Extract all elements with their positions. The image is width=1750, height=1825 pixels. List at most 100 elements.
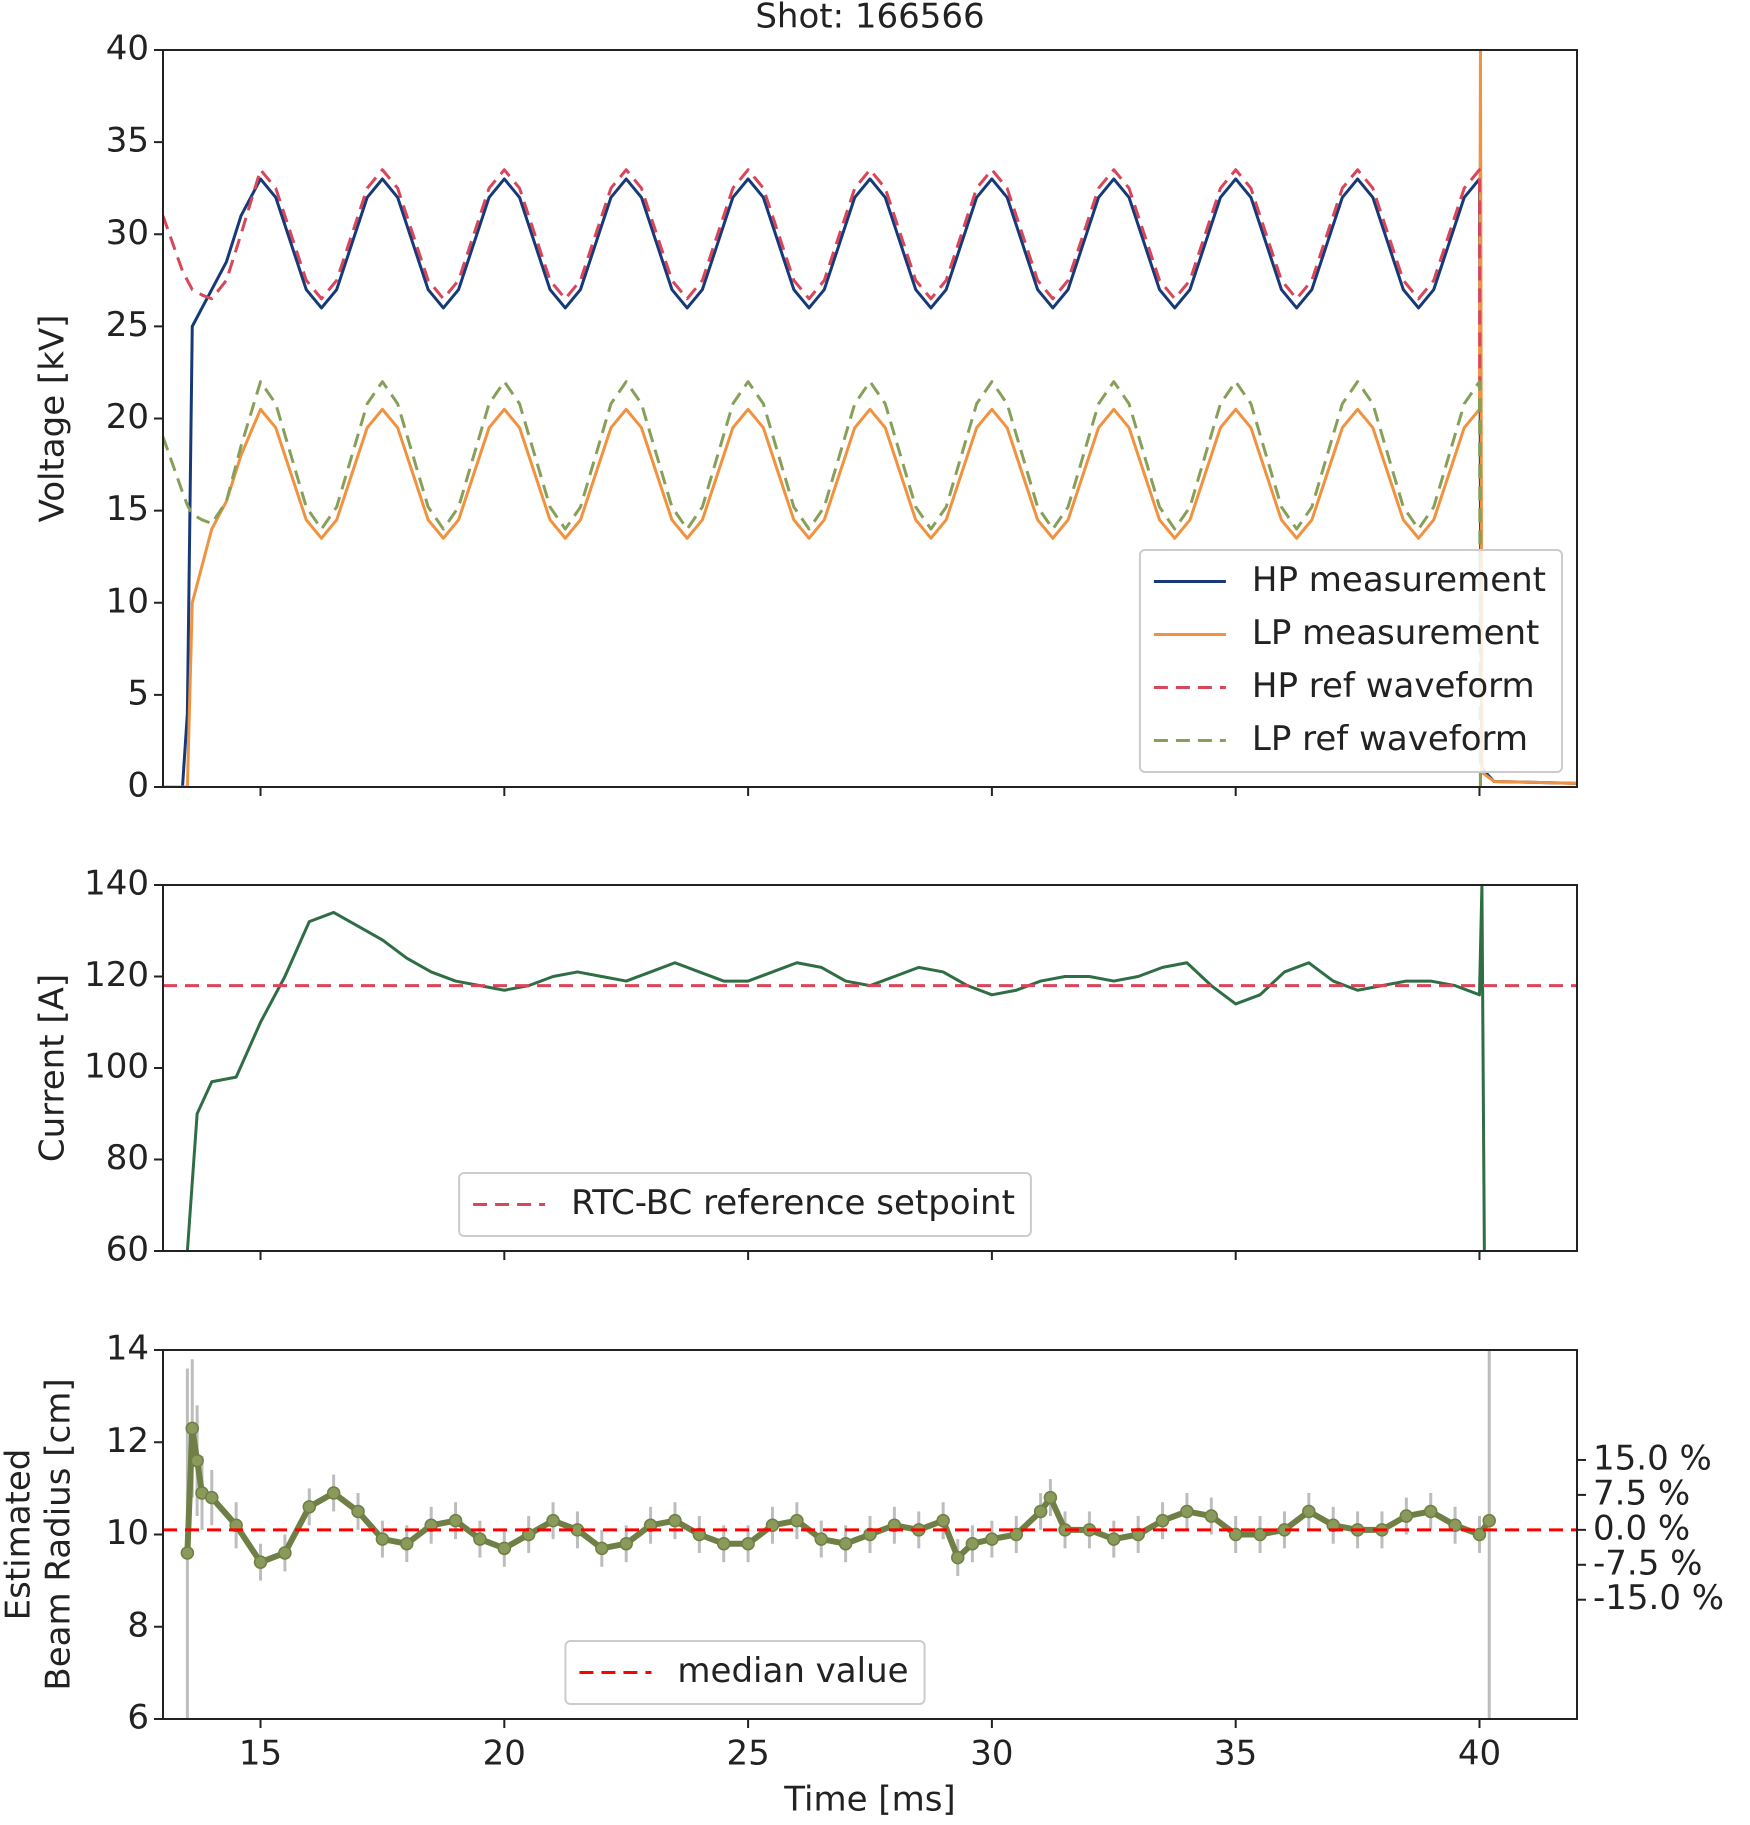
marker bbox=[497, 1541, 512, 1556]
marker bbox=[1180, 1504, 1194, 1519]
y-tick-label: 12 bbox=[106, 1421, 149, 1461]
y2-tick-label: 15.0 % bbox=[1593, 1438, 1712, 1478]
marker bbox=[985, 1532, 999, 1546]
y-axis-label: Estimated bbox=[0, 1449, 39, 1621]
marker bbox=[302, 1500, 317, 1514]
marker bbox=[1107, 1532, 1121, 1546]
y-tick-label: 15 bbox=[106, 489, 149, 529]
y-tick-label: 6 bbox=[127, 1698, 149, 1738]
legend-label: HP measurement bbox=[1252, 560, 1546, 600]
y-tick-label: 0 bbox=[127, 766, 149, 806]
legend-box bbox=[1138, 549, 1563, 773]
marker bbox=[448, 1513, 463, 1528]
series-line bbox=[163, 380, 1482, 787]
marker bbox=[1009, 1527, 1024, 1542]
legend-box bbox=[564, 1640, 926, 1705]
plot-area bbox=[163, 50, 1577, 787]
y-tick-label: 40 bbox=[106, 29, 149, 69]
y-tick-label: 120 bbox=[84, 955, 149, 995]
marker bbox=[185, 1421, 200, 1436]
y-tick-label: 10 bbox=[106, 581, 149, 621]
marker bbox=[1448, 1518, 1462, 1533]
legend-label: LP ref waveform bbox=[1252, 719, 1528, 759]
marker bbox=[1399, 1509, 1414, 1523]
marker bbox=[1033, 1504, 1048, 1519]
marker bbox=[668, 1513, 682, 1528]
marker bbox=[1253, 1527, 1267, 1542]
y-tick-label: 60 bbox=[106, 1230, 149, 1270]
y-tick-label: 30 bbox=[106, 213, 149, 253]
marker bbox=[1482, 1513, 1496, 1528]
legend-label: RTC-BC reference setpoint bbox=[571, 1183, 1015, 1223]
marker bbox=[190, 1453, 204, 1468]
marker bbox=[253, 1555, 268, 1569]
plot-area bbox=[163, 1350, 1577, 1719]
x-tick-label: 40 bbox=[1458, 1734, 1501, 1774]
marker bbox=[1155, 1513, 1170, 1528]
x-axis-label: Time [ms] bbox=[783, 1780, 955, 1820]
marker bbox=[1472, 1527, 1487, 1542]
marker bbox=[951, 1550, 965, 1565]
marker bbox=[1043, 1490, 1058, 1505]
marker bbox=[838, 1536, 853, 1551]
marker bbox=[1302, 1504, 1316, 1519]
legend: HP measurement LP measurement HP ref wavef… bbox=[1138, 549, 1563, 773]
marker bbox=[546, 1513, 560, 1528]
y-tick-label: 8 bbox=[127, 1605, 149, 1645]
marker bbox=[180, 1546, 195, 1560]
marker bbox=[473, 1532, 487, 1546]
y-tick-label: 25 bbox=[106, 305, 149, 345]
marker bbox=[814, 1532, 828, 1546]
x-tick-label: 30 bbox=[970, 1734, 1013, 1774]
marker bbox=[965, 1536, 980, 1551]
series-line bbox=[163, 50, 1577, 787]
x-tick-label: 35 bbox=[1214, 1734, 1257, 1774]
marker bbox=[790, 1513, 804, 1528]
legend-label: LP measurement bbox=[1252, 613, 1539, 653]
marker bbox=[741, 1536, 755, 1551]
legend: RTC-BC reference setpoint bbox=[458, 1172, 1032, 1237]
marker bbox=[765, 1518, 780, 1533]
y2-tick-label: 0.0 % bbox=[1593, 1508, 1690, 1548]
y-axis-label: Voltage [kV] bbox=[33, 315, 73, 523]
series-line bbox=[185, 885, 1486, 1251]
plot-frame bbox=[162, 1349, 1578, 1720]
legend-label: median value bbox=[677, 1651, 908, 1691]
y-tick-label: 100 bbox=[84, 1047, 149, 1087]
plot-frame bbox=[162, 49, 1578, 788]
marker bbox=[400, 1536, 414, 1551]
marker bbox=[716, 1536, 731, 1551]
marker bbox=[936, 1513, 950, 1528]
y-tick-label: 35 bbox=[106, 121, 149, 161]
plot-area bbox=[163, 885, 1577, 1251]
x-tick-label: 15 bbox=[239, 1734, 282, 1774]
marker bbox=[375, 1532, 390, 1546]
marker bbox=[619, 1536, 633, 1551]
x-tick-label: 25 bbox=[726, 1734, 769, 1774]
y-tick-label: 10 bbox=[106, 1513, 149, 1553]
legend-label: HP ref waveform bbox=[1252, 666, 1535, 706]
y2-tick-label: -7.5 % bbox=[1593, 1543, 1702, 1583]
marker bbox=[278, 1546, 292, 1560]
y-tick-label: 140 bbox=[84, 864, 149, 904]
y-axis-label: Beam Radius [cm] bbox=[39, 1378, 79, 1690]
y2-tick-label: 7.5 % bbox=[1593, 1473, 1690, 1513]
y-tick-label: 14 bbox=[106, 1329, 149, 1369]
y-tick-label: 80 bbox=[106, 1138, 149, 1178]
x-tick-label: 20 bbox=[483, 1734, 526, 1774]
marker bbox=[1228, 1527, 1243, 1542]
legend: median value bbox=[564, 1640, 926, 1705]
marker bbox=[351, 1504, 365, 1519]
legend-box bbox=[458, 1172, 1032, 1237]
marker bbox=[205, 1490, 219, 1505]
marker bbox=[326, 1486, 341, 1500]
y2-tick-label: -15.0 % bbox=[1593, 1578, 1724, 1618]
marker bbox=[1204, 1509, 1219, 1523]
y-axis-label: Current [A] bbox=[33, 974, 73, 1162]
chart-title: Shot: 166566 bbox=[755, 0, 984, 37]
series-line bbox=[163, 177, 1577, 787]
marker bbox=[595, 1541, 609, 1556]
y-tick-label: 5 bbox=[127, 673, 149, 713]
plot-frame bbox=[162, 884, 1578, 1252]
